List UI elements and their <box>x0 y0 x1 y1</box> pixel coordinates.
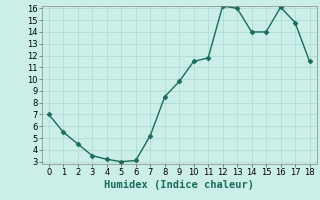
X-axis label: Humidex (Indice chaleur): Humidex (Indice chaleur) <box>104 180 254 190</box>
